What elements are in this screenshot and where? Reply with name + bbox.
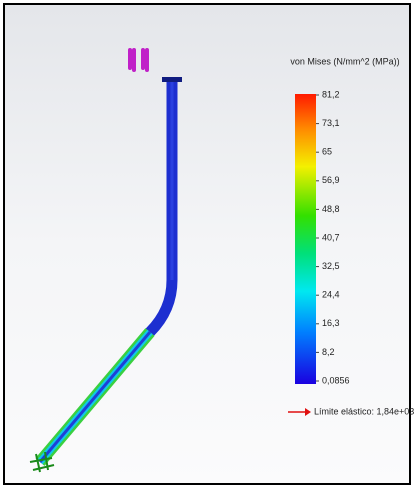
tick-label: 0,0856	[322, 375, 350, 385]
color-bar	[295, 94, 316, 384]
tick-label: 16,3	[322, 318, 340, 328]
tick-label: 40,7	[322, 232, 340, 242]
tick-label: 56,9	[322, 175, 340, 185]
tick-label: 73,1	[322, 118, 340, 128]
tick-label: 8,2	[322, 347, 335, 357]
legend-title: von Mises (N/mm^2 (MPa))	[290, 56, 399, 66]
tick-label: 81,2	[322, 89, 340, 99]
screenshot: von Mises (N/mm^2 (MPa)) 81,2 73,1 65 56,9 4…	[0, 0, 416, 489]
tick-label: 65	[322, 147, 332, 157]
pipe-cap	[162, 77, 182, 82]
tick-label: 24,4	[322, 290, 340, 300]
yield-limit: Límite elástico: 1,84e+03	[314, 406, 414, 416]
tick-label: 48,8	[322, 204, 340, 214]
tick-label: 32,5	[322, 261, 340, 271]
